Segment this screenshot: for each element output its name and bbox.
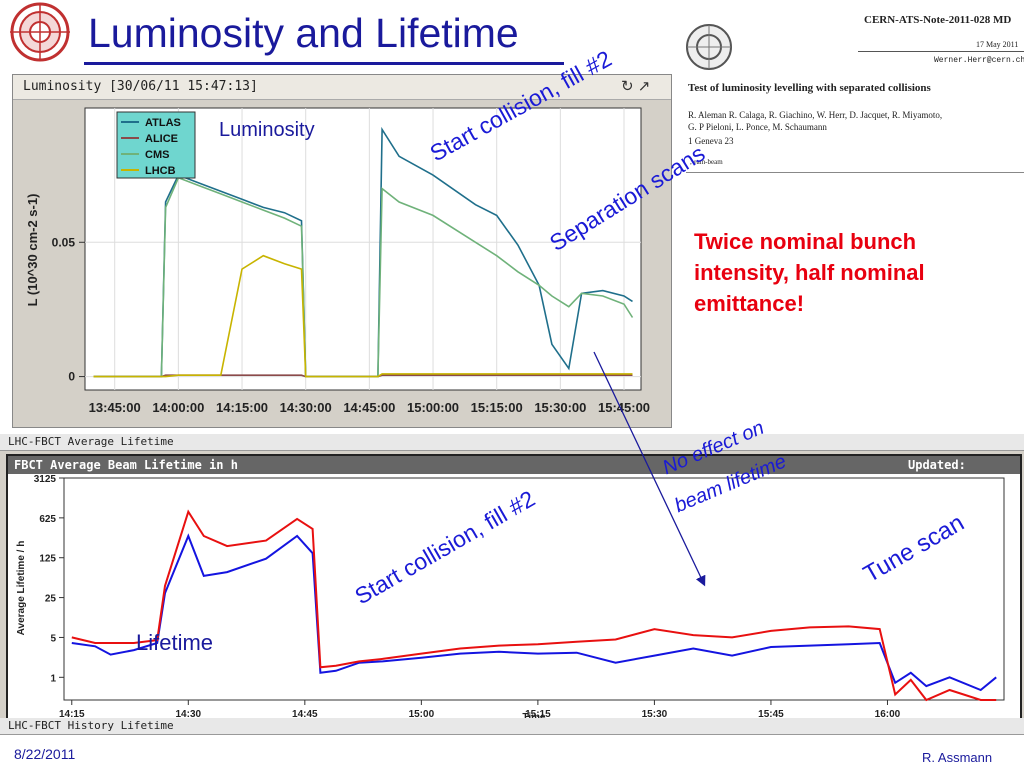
lumi-xtick-label: 15:00:00 [407,400,459,415]
legend-label-lhcb: LHCB [145,165,176,177]
life-xtick-label: 16:00 [875,709,901,720]
lifetime-ylabel: Average Lifetime / h [16,541,27,636]
luminosity-panel: Luminosity [30/06/11 15:47:13] ↻ ↗ 13:45… [12,74,672,428]
tab-history-lifetime[interactable]: LHC-FBCT History Lifetime [0,718,1024,735]
legend-label-cms: CMS [145,149,169,161]
life-ytick-label: 1 [50,673,56,684]
tab-average-lifetime[interactable]: LHC-FBCT Average Lifetime [0,434,1024,451]
lumi-series-lhcb [93,254,633,378]
life-ytick-label: 5 [50,633,56,644]
note-place: 1 Geneva 23 [688,136,734,146]
lumi-xtick-label: 14:15:00 [216,400,268,415]
detach-icon[interactable]: ↗ [637,78,651,95]
note-authors-line1: R. Aleman R. Calaga, R. Giachino, W. Her… [688,110,943,120]
lumi-series-cms [93,176,634,378]
lifetime-ticks: 14:15 14:30 14:45 15:00 15:15 15:30 15:45 16:00… [34,474,901,720]
life-ytick-label: 125 [39,554,56,565]
luminosity-ylabel: L (10^30 cm-2 s-1) [25,194,40,307]
note-header-rule [858,51,1024,52]
life-xtick-label: 14:45 [292,709,318,720]
footer-author: R. Assmann [922,750,993,765]
lumi-xtick-label: 15:15:00 [471,400,523,415]
lumi-xtick-label: 14:00:00 [152,400,204,415]
lumi-ytick-label: 0.05 [52,235,76,249]
lifetime-plot-area [63,477,1005,701]
slide-title: Luminosity and Lifetime [88,10,519,56]
luminosity-ticks: 13:45:00 14:00:00 14:15:00 14:30:00 14:45:00… [52,235,650,415]
life-xtick-label: 15:45 [758,709,784,720]
legend-label-atlas: ATLAS [145,117,181,129]
lumi-series-atlas [93,126,633,378]
luminosity-chart: 13:45:00 14:00:00 14:15:00 14:30:00 14:45:00… [25,107,650,415]
life-xtick-label: 14:15 [59,709,85,720]
luminosity-window-icons: ↻ ↗ [621,77,650,95]
refresh-icon[interactable]: ↻ [621,78,634,95]
life-xtick-label: 14:30 [176,709,202,720]
lifetime-series [71,509,997,702]
title-underline [84,62,564,65]
luminosity-titlebar: Luminosity [30/06/11 15:47:13] ↻ ↗ [13,75,671,100]
note-authors-line2: G. P Pieloni, L. Ponce, M. Schaumann [688,122,827,132]
lifetime-plot-label: Lifetime [136,630,213,655]
lhc-logo-icon [10,2,70,62]
legend-label-alice: ALICE [145,133,178,145]
lumi-xtick-label: 15:45:00 [598,400,650,415]
life-xtick-label: 15:00 [409,709,435,720]
life-series-beam2 [71,509,997,702]
lumi-xtick-label: 14:45:00 [343,400,395,415]
lumi-xtick-label: 15:30:00 [534,400,586,415]
highlight-text: Twice nominal bunch intensity, half nomi… [694,229,925,316]
note-date: 17 May 2011 [976,40,1019,49]
life-ytick-label: 625 [39,514,56,525]
footer-date: 8/22/2011 [14,746,76,762]
lifetime-chart: 14:15 14:30 14:45 15:00 15:15 15:30 15:45 16:00… [16,474,1005,723]
tab-history-lifetime-label: LHC-FBCT History Lifetime [8,719,174,732]
luminosity-plot-label: Luminosity [219,119,315,141]
luminosity-legend: ATLAS ALICE CMS LHCB [116,111,196,179]
annotation-arrow [593,351,706,587]
note-id: CERN-ATS-Note-2011-028 MD [864,14,1012,26]
note-keywords: , eam-beam [690,158,723,166]
note-bottom-rule [686,172,1024,173]
lifetime-header: FBCT Average Beam Lifetime in h [14,458,238,472]
cern-logo-icon [686,24,732,70]
lifetime-panel: FBCT Average Beam Lifetime in h Updated:… [6,454,1022,726]
luminosity-series [93,126,634,378]
life-xtick-label: 15:15 [525,709,551,720]
lifetime-titlebar: FBCT Average Beam Lifetime in h Updated:… [8,456,1020,486]
lumi-ytick-label: 0 [68,370,75,384]
life-ytick-label: 3125 [34,474,57,485]
note-email: Werner.Herr@cern.ch [934,56,1024,65]
luminosity-header: Luminosity [30/06/11 15:47:13] [23,79,258,94]
lifetime-window: LHC-FBCT Average Lifetime FBCT Average B… [0,434,1024,735]
life-xtick-label: 15:30 [642,709,668,720]
note-title: Test of luminosity levelling with separa… [688,82,931,94]
life-series-beam1 [71,533,997,692]
lumi-xtick-label: 13:45:00 [89,400,141,415]
lumi-xtick-label: 14:30:00 [280,400,332,415]
life-ytick-label: 25 [45,594,57,605]
tab-average-lifetime-label: LHC-FBCT Average Lifetime [8,435,174,448]
lifetime-xlabel: Time [522,712,546,723]
